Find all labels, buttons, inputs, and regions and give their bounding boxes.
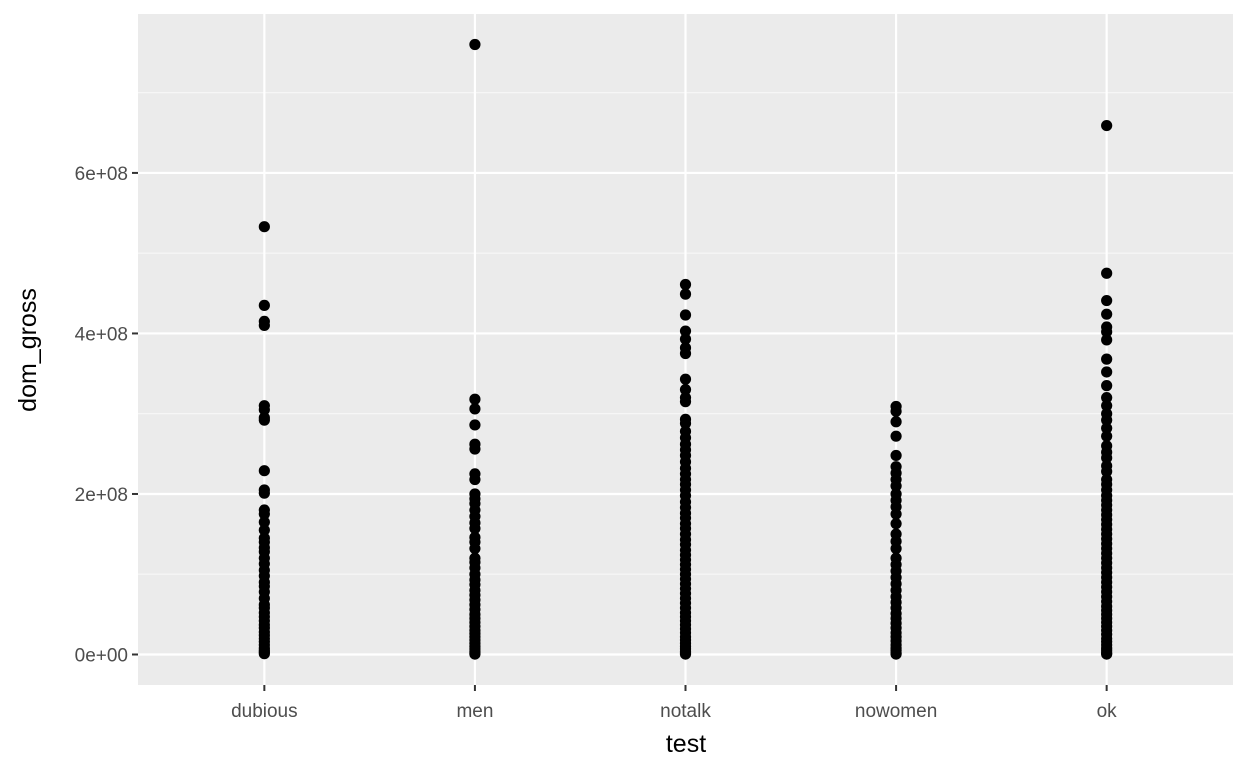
x-tick-label: men bbox=[456, 701, 493, 722]
data-point bbox=[469, 522, 481, 535]
data-point bbox=[1101, 267, 1113, 279]
data-point bbox=[469, 542, 481, 555]
x-axis-title: test bbox=[666, 730, 706, 758]
data-point bbox=[258, 516, 270, 528]
data-point bbox=[1101, 334, 1113, 346]
data-point bbox=[1101, 422, 1113, 434]
data-point bbox=[258, 648, 270, 660]
data-point bbox=[890, 508, 902, 520]
data-point bbox=[258, 487, 270, 499]
data-point bbox=[469, 403, 481, 415]
data-point bbox=[1101, 400, 1113, 412]
data-point bbox=[1101, 430, 1113, 442]
data-point bbox=[1101, 119, 1113, 132]
data-point bbox=[258, 404, 270, 416]
data-point bbox=[1101, 452, 1113, 464]
data-point bbox=[890, 518, 902, 530]
y-tick-label: 6e+08 bbox=[75, 164, 128, 185]
data-point bbox=[1101, 648, 1113, 660]
data-point bbox=[469, 473, 481, 486]
data-point bbox=[258, 299, 270, 311]
data-point bbox=[890, 405, 902, 417]
data-point bbox=[258, 524, 270, 536]
data-point bbox=[890, 542, 902, 555]
x-axis: dubious men notalk nowomen ok bbox=[231, 685, 1117, 722]
data-point bbox=[1101, 414, 1113, 426]
data-point bbox=[1101, 392, 1113, 404]
x-tick-label: ok bbox=[1097, 701, 1118, 722]
data-point bbox=[469, 419, 481, 431]
data-point bbox=[679, 648, 692, 660]
x-tick-label: nowomen bbox=[855, 701, 937, 722]
data-point bbox=[1101, 465, 1113, 478]
data-point bbox=[679, 278, 692, 291]
data-point bbox=[1101, 366, 1113, 378]
y-tick-label: 0e+00 bbox=[75, 646, 128, 667]
y-axis-title: dom_gross bbox=[14, 288, 42, 412]
data-point bbox=[1101, 353, 1113, 365]
data-point bbox=[1101, 380, 1113, 392]
data-point bbox=[890, 430, 902, 442]
data-points bbox=[258, 38, 1113, 660]
y-axis: 0e+00 2e+08 4e+08 6e+08 bbox=[75, 164, 138, 667]
y-tick-label: 2e+08 bbox=[75, 485, 128, 506]
data-point bbox=[679, 384, 692, 396]
data-point bbox=[469, 443, 481, 455]
data-point bbox=[890, 480, 902, 492]
data-point bbox=[890, 449, 902, 462]
data-point bbox=[258, 414, 270, 426]
y-tick-label: 4e+08 bbox=[75, 324, 128, 345]
data-point bbox=[890, 416, 902, 428]
data-point bbox=[679, 417, 692, 429]
data-point bbox=[679, 347, 692, 360]
data-point bbox=[469, 38, 481, 51]
data-point bbox=[258, 508, 270, 520]
x-tick-label: notalk bbox=[660, 701, 711, 722]
data-point bbox=[890, 648, 902, 660]
data-point bbox=[679, 333, 692, 345]
data-point bbox=[679, 396, 692, 408]
data-point bbox=[258, 319, 270, 332]
data-point bbox=[469, 393, 481, 405]
data-point bbox=[258, 221, 270, 233]
data-point bbox=[679, 373, 692, 385]
data-point bbox=[679, 288, 692, 300]
data-point bbox=[1101, 308, 1113, 320]
data-point bbox=[679, 309, 692, 321]
data-point bbox=[1101, 294, 1113, 307]
data-point bbox=[1101, 326, 1113, 338]
data-point bbox=[679, 325, 692, 337]
data-point bbox=[258, 465, 270, 477]
data-point bbox=[469, 648, 481, 660]
x-tick-label: dubious bbox=[231, 701, 298, 722]
